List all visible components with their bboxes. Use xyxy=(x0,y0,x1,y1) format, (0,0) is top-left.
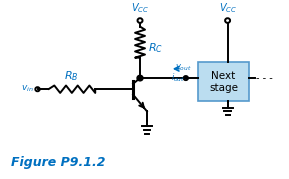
Text: $R_C$: $R_C$ xyxy=(148,42,163,55)
Text: $v_{out}$: $v_{out}$ xyxy=(175,63,192,73)
Circle shape xyxy=(137,75,143,81)
Text: $V_{CC}$: $V_{CC}$ xyxy=(218,1,237,15)
Bar xyxy=(198,62,249,101)
Text: Next
stage: Next stage xyxy=(209,71,238,93)
Text: $V_{CC}$: $V_{CC}$ xyxy=(131,1,149,15)
Text: - - -: - - - xyxy=(256,73,273,83)
Text: $v_{in}$: $v_{in}$ xyxy=(21,83,34,94)
Text: $i_{out}$: $i_{out}$ xyxy=(171,72,185,84)
Text: $R_B$: $R_B$ xyxy=(64,69,79,83)
Text: Figure P9.1.2: Figure P9.1.2 xyxy=(11,156,105,169)
